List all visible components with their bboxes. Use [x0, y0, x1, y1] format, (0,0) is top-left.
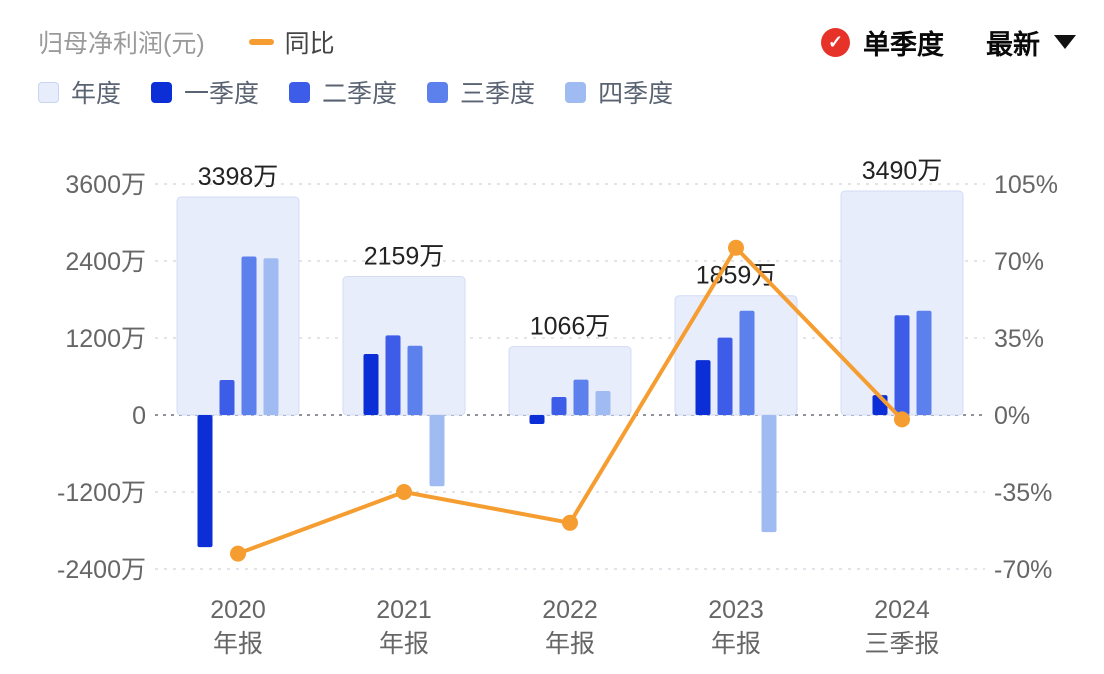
y-left-tick: 1200万 — [65, 325, 146, 353]
y-left-tick: 0 — [132, 402, 146, 430]
legend-item-4[interactable]: 四季度 — [565, 74, 673, 110]
legend-row: 年度 一季度 二季度 三季度 四季度 — [38, 76, 673, 108]
bar-三季度-2023[interactable] — [739, 310, 755, 415]
x-label-year: 2023 — [708, 596, 764, 624]
annual-bar-2020[interactable] — [176, 196, 300, 416]
legend-item-2[interactable]: 二季度 — [289, 74, 397, 110]
x-label-year: 2022 — [542, 596, 598, 624]
chart-title: 归母净利润(元) — [38, 30, 205, 58]
x-label-year: 2024 — [874, 596, 930, 624]
legend-swatch — [151, 81, 173, 103]
bar-四季度-2023[interactable] — [761, 415, 777, 533]
annual-bar-2022[interactable] — [508, 346, 632, 416]
bar-二季度-2022[interactable] — [551, 397, 567, 415]
bar-三季度-2024[interactable] — [916, 310, 932, 415]
x-label-period: 年报 — [711, 630, 761, 658]
yoy-line-legend[interactable]: 同比 — [248, 24, 335, 60]
legend-item-0[interactable]: 年度 — [38, 74, 121, 110]
bar-三季度-2022[interactable] — [573, 379, 589, 415]
bar-二季度-2024[interactable] — [894, 315, 910, 415]
x-label-period: 年报 — [379, 630, 429, 658]
x-label-year: 2021 — [376, 596, 432, 624]
x-label-period: 三季报 — [864, 630, 939, 658]
chart-header: 归母净利润(元) 同比 ✓ 单季度 最新 — [38, 24, 1076, 60]
bar-一季度-2023[interactable] — [695, 360, 711, 415]
legend-label: 一季度 — [184, 80, 260, 108]
legend-swatch — [38, 81, 59, 103]
annual-bar-2023[interactable] — [674, 295, 798, 416]
y-left-tick: 2400万 — [65, 248, 146, 276]
yoy-point-2022[interactable] — [562, 514, 578, 531]
yoy-point-2024[interactable] — [894, 411, 910, 428]
y-left-tick: -1200万 — [57, 479, 146, 507]
orange-dash-icon — [248, 39, 274, 45]
yoy-point-2020[interactable] — [230, 545, 246, 562]
bar-四季度-2020[interactable] — [263, 258, 279, 415]
yoy-line-legend-label: 同比 — [284, 30, 335, 58]
bar-二季度-2021[interactable] — [385, 335, 401, 415]
legend-swatch — [289, 81, 311, 103]
single-quarter-toggle[interactable]: 单季度 — [863, 29, 944, 60]
y-right-tick: -35% — [994, 479, 1052, 507]
bar-二季度-2020[interactable] — [219, 380, 235, 415]
annual-value-label: 1066万 — [530, 313, 611, 341]
dropdown-caret-icon[interactable] — [1054, 35, 1076, 49]
y-right-tick: 105% — [994, 171, 1058, 199]
legend-label: 二季度 — [322, 80, 398, 108]
bar-一季度-2022[interactable] — [529, 415, 545, 424]
legend-label: 四季度 — [598, 80, 674, 108]
y-right-tick: -70% — [994, 556, 1052, 584]
y-right-tick: 35% — [994, 325, 1044, 353]
annual-value-label: 2159万 — [364, 242, 445, 270]
x-label-period: 年报 — [545, 630, 595, 658]
latest-dropdown-label[interactable]: 最新 — [986, 29, 1040, 60]
bar-三季度-2020[interactable] — [241, 256, 257, 415]
annual-value-label: 3398万 — [198, 163, 279, 191]
bar-二季度-2023[interactable] — [717, 337, 733, 415]
y-right-tick: 70% — [994, 248, 1044, 276]
bar-三季度-2021[interactable] — [407, 345, 423, 415]
legend-label: 三季度 — [460, 80, 536, 108]
bar-四季度-2022[interactable] — [595, 390, 611, 415]
annual-bar-2021[interactable] — [342, 275, 466, 416]
bar-一季度-2021[interactable] — [363, 354, 379, 415]
y-right-tick: 0% — [994, 402, 1030, 430]
legend-swatch — [427, 81, 449, 103]
yoy-point-2023[interactable] — [728, 239, 744, 256]
y-left-tick: -2400万 — [57, 556, 146, 584]
legend-swatch — [565, 81, 587, 103]
x-label-period: 年报 — [213, 630, 263, 658]
legend-item-1[interactable]: 一季度 — [151, 74, 259, 110]
legend-item-3[interactable]: 三季度 — [427, 74, 535, 110]
bar-一季度-2020[interactable] — [197, 415, 213, 548]
y-left-tick: 3600万 — [65, 171, 146, 199]
checked-circle-icon[interactable]: ✓ — [821, 27, 850, 57]
x-label-year: 2020 — [210, 596, 266, 624]
legend-label: 年度 — [71, 80, 122, 108]
yoy-point-2021[interactable] — [396, 484, 412, 500]
annual-value-label: 3490万 — [862, 157, 943, 185]
bar-四季度-2021[interactable] — [429, 415, 445, 487]
